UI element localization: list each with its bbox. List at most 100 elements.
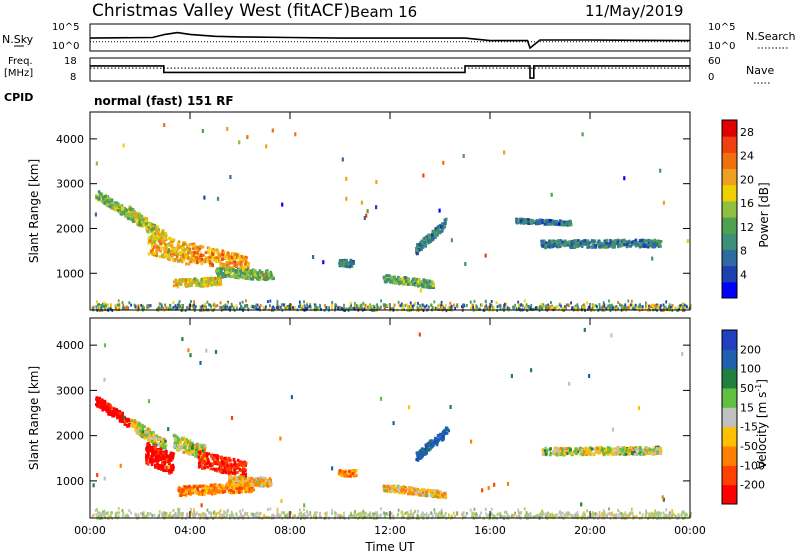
ground-cell [158,302,161,306]
ground-cell [350,303,352,307]
scatter-cell [146,462,150,466]
scatter-cell [203,444,207,448]
scatter-cell [159,445,163,449]
scatter-cell [131,424,134,428]
scatter-cell [588,241,591,245]
scatter-cell [123,420,127,424]
ground-cell [179,305,181,309]
scatter-cell [192,244,196,248]
scatter-cell [343,474,346,478]
ground-cell [298,300,301,304]
scatter-cell [112,409,115,413]
ground-cell [419,304,421,308]
ground-cell [344,307,346,311]
ground-cell [603,306,606,309]
ground-cell [192,303,195,307]
scatter-cell [233,472,237,475]
scatter-cell [242,486,246,490]
scatter-cell [179,494,183,497]
ground-cell [681,304,683,308]
scatter-cell [347,469,351,473]
ground-cell [488,309,491,313]
scatter-cell [212,456,216,460]
scatter-cell [616,446,620,449]
scatter-cell [206,486,210,490]
scatter-cell [578,243,582,247]
ground-cell [617,301,620,304]
scatter-cell [535,219,538,223]
scatter-cell [187,243,191,247]
scatter-cell [484,253,487,258]
ground-cell [498,304,501,308]
ground-cell [654,307,657,311]
scatter-cell [164,246,167,250]
ground-cell [586,301,588,305]
scatter-cell [148,239,152,242]
scatter-cell [225,456,228,460]
ground-cell [668,303,671,307]
scatter-cell [568,240,571,244]
ground-cell [489,305,492,309]
scatter-cell [196,245,200,249]
scatter-cell [621,241,625,245]
scatter-cell [173,444,176,448]
scatter-cell [581,447,585,451]
ground-cell [630,299,633,303]
scatter-cell [145,227,148,230]
ground-cell [547,303,550,307]
scatter-cell [227,464,230,468]
power-ylabel: Slant Range [km] [27,159,41,263]
scatter-cell [416,244,419,248]
scatter-cell [242,272,245,275]
ground-cell [141,304,144,308]
scatter-cell [438,231,442,235]
scatter-cell [402,280,406,283]
scatter-cell [264,271,268,275]
scatter-cell [102,402,105,406]
scatter-cell [228,482,231,486]
scatter-cell [140,216,143,220]
scatter-cell [219,253,222,257]
scatter-cell [210,276,213,280]
scatter-cell [141,426,144,430]
scatter-cell [254,477,258,481]
ground-cell [334,303,337,307]
scatter-cell [255,275,258,279]
ground-cell [220,305,223,309]
scatter-cell [563,244,566,248]
ground-cell [171,307,174,311]
scatter-cell [148,439,152,443]
scatter-cell [260,270,264,274]
scatter-cell [238,262,241,266]
ground-cell [553,307,556,311]
scatter-cell [605,238,609,242]
scatter-cell [120,212,123,216]
ground-cell [603,307,606,311]
scatter-cell [557,222,561,226]
scatter-cell [351,469,354,473]
ground-cell [397,300,400,304]
ground-cell [306,303,308,307]
ground-cell [349,301,352,305]
scatter-cell [203,457,206,461]
scatter-cell [256,277,260,281]
scatter-cell [190,258,194,262]
ground-cell [379,307,382,311]
ground-cell [178,307,180,311]
scatter-cell [245,268,249,272]
scatter-cell [150,233,154,237]
scatter-cell [341,259,345,262]
scatter-cell [191,279,194,283]
scatter-cell [420,244,424,248]
scatter-cell [148,444,151,447]
scatter-cell [386,279,389,283]
scatter-cell [170,255,174,259]
ground-cell [484,300,487,304]
scatter-cell [121,413,124,417]
scatter-cell [191,491,195,495]
scatter-cell [248,477,252,480]
ground-cell [407,306,409,310]
ground-cell [133,303,136,307]
scatter-cell [395,279,399,283]
ground-cell [325,306,328,310]
